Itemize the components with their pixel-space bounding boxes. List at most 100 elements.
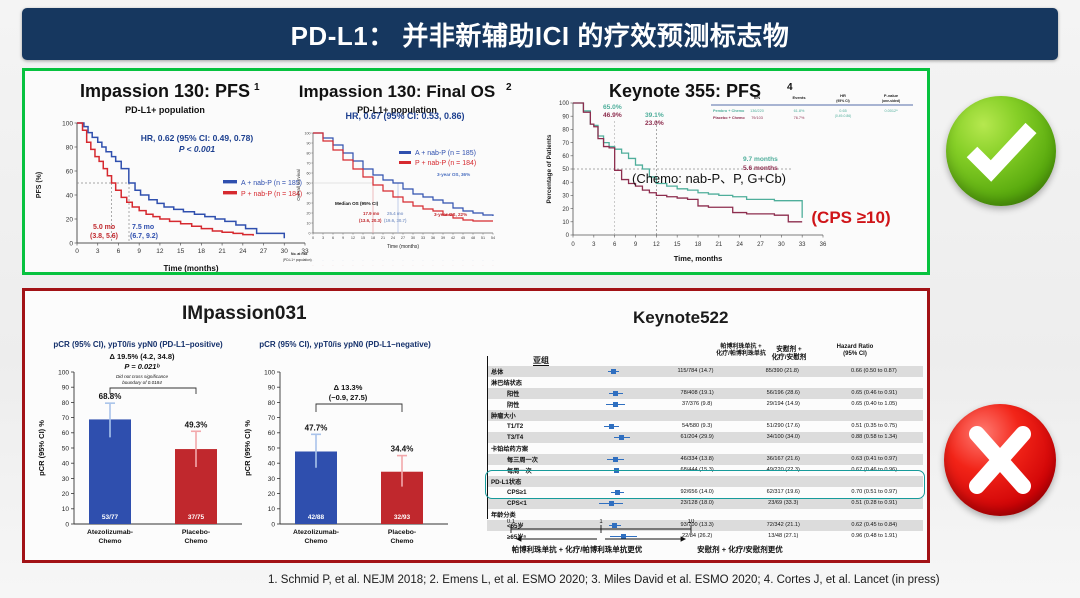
svg-text:2: 2: [506, 82, 512, 93]
svg-text:65.0%: 65.0%: [603, 104, 622, 111]
svg-text:Chemo: Chemo: [98, 538, 121, 545]
svg-text:60: 60: [62, 430, 70, 437]
forest-row-label: <65岁: [507, 522, 524, 530]
svg-text:pCR (95% CI), ypT0/is ypN0 (P: pCR (95% CI), ypT0/is ypN0 (PD-L1–negati…: [259, 340, 431, 349]
svg-text:30: 30: [268, 476, 276, 483]
forest-row-plot: [576, 476, 651, 487]
forest-row-hr: 0.65 (0.40 to 1.05): [851, 401, 898, 408]
page-title: PD-L1： 并非新辅助ICI 的疗效预测标志物: [290, 20, 790, 51]
forest-row-label: 总体: [491, 368, 504, 376]
svg-text:P = 0.021ᵇ: P = 0.021ᵇ: [124, 362, 160, 371]
svg-text:90: 90: [562, 114, 569, 120]
forest-row: 阳性 78/408 (19.1) 56/196 (28.6) 0.65 (0.46 t…: [487, 387, 923, 399]
svg-text:40: 40: [66, 192, 74, 199]
svg-text:boundary of 0.0184: boundary of 0.0184: [122, 380, 162, 385]
svg-text:15: 15: [177, 248, 185, 255]
forest-row-hr: 0.67 (0.46 to 0.96): [851, 467, 898, 474]
svg-text:0: 0: [271, 521, 275, 528]
svg-text:70: 70: [62, 415, 70, 422]
forest-row-hr: 0.51 (0.28 to 0.91): [851, 500, 898, 507]
forest-axis: 0.1 1 10: [507, 519, 695, 542]
svg-text:(−0.9, 27.5): (−0.9, 27.5): [329, 393, 368, 402]
svg-text:136/220: 136/220: [750, 109, 764, 113]
svg-text:39.1%: 39.1%: [645, 112, 664, 119]
svg-text:39: 39: [441, 236, 445, 240]
forest-row-arm2: 56/196 (28.6): [766, 390, 800, 397]
svg-text:20: 20: [66, 216, 74, 223]
svg-text:·: ·: [313, 263, 314, 267]
svg-text:·: ·: [343, 263, 344, 267]
svg-text:P < 0.001: P < 0.001: [179, 144, 216, 154]
svg-text:·: ·: [423, 263, 424, 267]
svg-text:100: 100: [62, 120, 73, 127]
svg-text:24: 24: [239, 248, 247, 255]
forest-row-arm2: 13/48 (27.1): [768, 533, 799, 540]
forest-row-plot: [579, 454, 654, 465]
forest-row: 每三周一次 46/334 (13.8) 36/167 (21.6) 0.63 (0.4…: [487, 453, 923, 465]
forest-row-plot: [579, 531, 654, 542]
slide-title-bar: PD-L1： 并非新辅助ICI 的疗效预测标志物: [22, 8, 1058, 60]
svg-text:(one-sided): (one-sided): [882, 99, 900, 103]
forest-row-plot: [579, 432, 654, 443]
forest-row: 阴性 37/376 (9.8) 29/194 (14.9) 0.65 (0.40 to…: [487, 399, 923, 410]
forest-row-arm1: 54/580 (9.3): [682, 423, 713, 430]
svg-text:17.9 mo: 17.9 mo: [363, 211, 380, 216]
forest-row-plot: [576, 366, 651, 377]
forest-row-hr: 0.66 (0.50 to 0.87): [851, 368, 897, 375]
svg-text:(CPS ≥10): (CPS ≥10): [811, 208, 890, 227]
svg-text:40: 40: [268, 461, 276, 468]
svg-text:·: ·: [453, 258, 454, 262]
svg-text:0: 0: [312, 236, 314, 240]
forest-row-plot: [576, 443, 651, 454]
svg-text:7.5 mo: 7.5 mo: [132, 224, 154, 231]
cross-badge: [944, 404, 1056, 516]
svg-text:P + nab-P (n = 184): P + nab-P (n = 184): [241, 191, 302, 198]
svg-text:0.1: 0.1: [507, 519, 516, 525]
svg-text:Placebo-: Placebo-: [388, 529, 416, 536]
svg-text:Time, months: Time, months: [674, 254, 723, 263]
svg-text:·: ·: [373, 258, 374, 262]
forest-axis-left-label: 帕博利珠单抗 + 化疗/帕博利珠单抗更优: [511, 545, 643, 554]
forest-row-arm1: 115/784 (14.7): [677, 368, 714, 375]
svg-text:5.0 mo: 5.0 mo: [93, 224, 115, 231]
svg-text:pCR (95% CI) %: pCR (95% CI) %: [243, 420, 252, 476]
forest-row-plot: [579, 520, 654, 531]
forest-null-line: [487, 356, 488, 519]
svg-text:A + nab-P (n = 185): A + nab-P (n = 185): [415, 150, 476, 157]
forest-row-arm2: 51/290 (17.6): [766, 423, 800, 430]
svg-text:·: ·: [483, 258, 484, 262]
svg-text:0: 0: [65, 521, 69, 528]
forest-row-label: 年龄分类: [491, 511, 516, 519]
svg-text:P-value: P-value: [884, 93, 899, 98]
forest-row: 淋巴结状态: [487, 377, 923, 388]
forest-row-label: T1/T2: [507, 422, 524, 430]
svg-text:37/75: 37/75: [188, 514, 205, 521]
forest-row-arm2: 62/317 (19.6): [766, 489, 800, 496]
svg-text:9: 9: [342, 236, 344, 240]
svg-text:24: 24: [736, 242, 743, 248]
svg-text:Events: Events: [792, 95, 806, 100]
svg-text:·: ·: [473, 258, 474, 262]
svg-text:·: ·: [463, 263, 464, 267]
svg-text:Time (months): Time (months): [387, 244, 419, 250]
forest-row-arm1: 92/656 (14.0): [680, 489, 714, 496]
svg-text:30: 30: [281, 248, 289, 255]
svg-text:10: 10: [688, 519, 695, 525]
svg-text:30: 30: [307, 201, 311, 205]
check-badge: [946, 96, 1056, 206]
svg-text:47.7%: 47.7%: [305, 423, 328, 432]
svg-text:60: 60: [66, 168, 74, 175]
svg-text:6: 6: [332, 236, 334, 240]
forest-row-arm1: 46/334 (13.8): [680, 456, 714, 463]
forest-row: PD-L1状态: [487, 475, 923, 487]
svg-text:70: 70: [268, 415, 276, 422]
svg-text:10: 10: [268, 506, 276, 513]
svg-text:33: 33: [301, 248, 309, 255]
svg-text:27: 27: [401, 236, 405, 240]
forest-row: 卡铂给药方案: [487, 443, 923, 454]
forest-row: CPS≥1 92/656 (14.0) 62/317 (19.6) 0.70 (0.5…: [487, 487, 923, 498]
svg-text:No. at risk: No. at risk: [291, 252, 308, 256]
svg-text:HR, 0.62 (95% CI: 0.49, 0.78): HR, 0.62 (95% CI: 0.49, 0.78): [141, 133, 254, 143]
svg-text:Atezolizumab-: Atezolizumab-: [87, 529, 133, 536]
svg-text:48: 48: [471, 236, 475, 240]
